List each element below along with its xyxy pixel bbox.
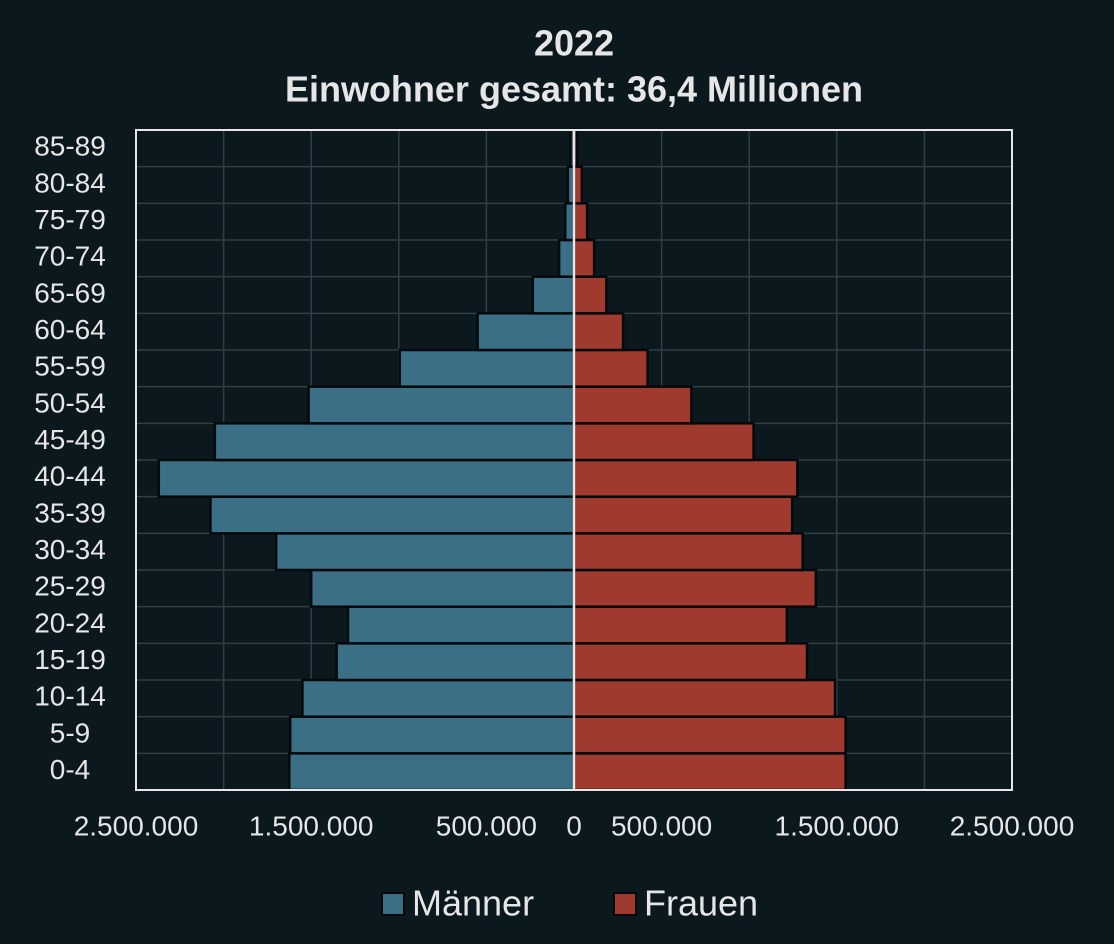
bar [335, 642, 576, 682]
x-tick-label: 0 [566, 810, 582, 841]
legend-swatch [613, 892, 637, 916]
legend-label: Frauen [644, 883, 758, 924]
y-tick-label: 65-69 [34, 277, 106, 308]
y-tick-label: 75-79 [34, 204, 106, 235]
y-tick-label: 10-14 [34, 681, 106, 712]
legend-swatch [381, 892, 405, 916]
bar [398, 348, 576, 388]
y-tick-label: 50-54 [34, 387, 106, 418]
y-tick-label: 25-29 [34, 571, 106, 602]
y-tick-label: 5-9 [50, 717, 90, 748]
bar [346, 605, 576, 645]
legend-label: Männer [412, 883, 534, 924]
chart-subtitle: Einwohner gesamt: 36,4 Millionen [285, 69, 863, 110]
bar [572, 458, 799, 498]
y-tick-label: 55-59 [34, 351, 106, 382]
bar [307, 385, 576, 425]
y-tick-label: 35-39 [34, 497, 106, 528]
bar [476, 312, 576, 352]
bar [572, 678, 837, 718]
bar [209, 495, 576, 535]
bar [157, 458, 576, 498]
bar [572, 202, 589, 242]
chart-title: 2022 [534, 23, 614, 64]
y-tick-label: 30-34 [34, 534, 106, 565]
bar [557, 238, 576, 278]
y-tick-label: 80-84 [34, 167, 106, 198]
bar [572, 422, 755, 462]
y-tick-label: 60-64 [34, 314, 106, 345]
bar [572, 348, 649, 388]
x-tick-label: 500.000 [611, 810, 712, 841]
bar [213, 422, 576, 462]
y-tick-label: 85-89 [34, 131, 106, 162]
bar [572, 238, 596, 278]
bar [531, 275, 576, 315]
y-tick-label: 20-24 [34, 607, 106, 638]
bar [572, 532, 804, 572]
bar [274, 532, 576, 572]
bar [572, 568, 818, 608]
bar [572, 312, 625, 352]
bar [288, 715, 576, 755]
bar [572, 642, 809, 682]
bar [572, 385, 693, 425]
x-tick-label: 2.500.000 [950, 810, 1075, 841]
y-tick-label: 15-19 [34, 644, 106, 675]
bar [563, 202, 576, 242]
y-tick-label: 0-4 [50, 754, 90, 785]
bar [309, 568, 576, 608]
bar [572, 715, 847, 755]
bar [572, 605, 789, 645]
bar [572, 495, 794, 535]
bar [301, 678, 576, 718]
y-tick-label: 40-44 [34, 461, 106, 492]
bar [572, 275, 608, 315]
x-tick-label: 2.500.000 [74, 810, 199, 841]
x-tick-label: 1.500.000 [249, 810, 374, 841]
bar [572, 752, 847, 792]
bar [288, 752, 576, 792]
y-tick-label: 70-74 [34, 241, 106, 272]
x-tick-label: 500.000 [436, 810, 537, 841]
x-tick-label: 1.500.000 [775, 810, 900, 841]
y-tick-label: 45-49 [34, 424, 106, 455]
